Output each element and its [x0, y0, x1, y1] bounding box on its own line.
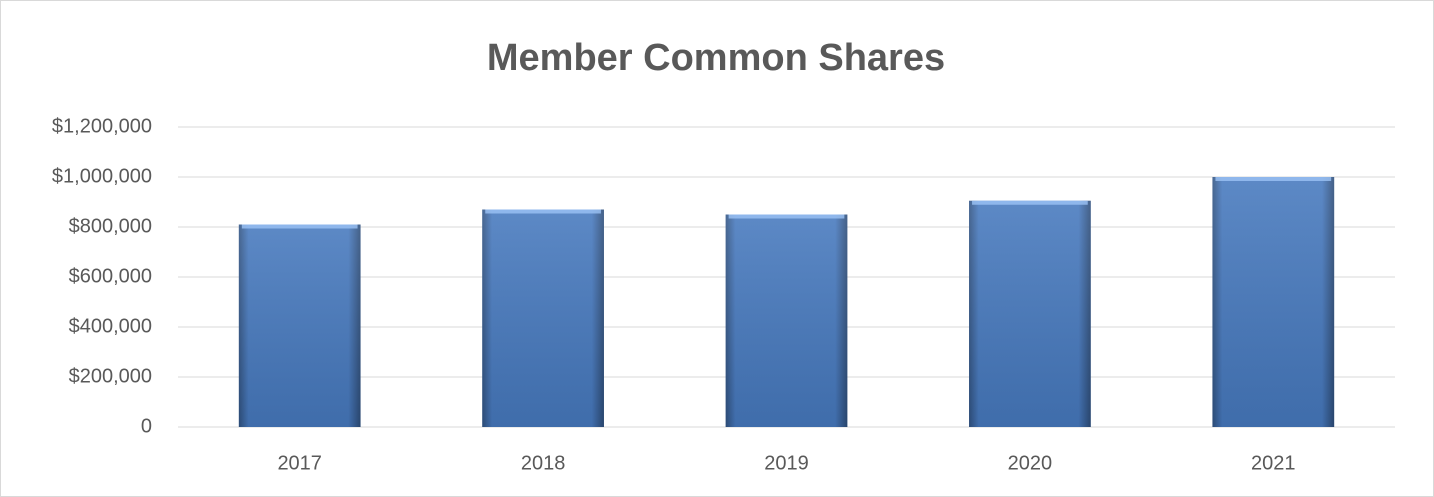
y-tick-label: $200,000 [69, 365, 152, 387]
x-tick-label: 2020 [1008, 452, 1053, 474]
bar-bevel [728, 214, 845, 219]
bar-bevel [485, 209, 601, 214]
y-tick-label: $400,000 [69, 315, 152, 337]
bar-bevel [1215, 177, 1332, 181]
x-tick-label: 2017 [277, 452, 322, 474]
x-tick-label: 2021 [1251, 452, 1296, 474]
bar-shade [969, 200, 1091, 427]
y-tick-label: $1,000,000 [52, 165, 152, 187]
chart-title: Member Common Shares [487, 37, 945, 79]
bar-shade [482, 209, 604, 427]
bar-bevel [241, 224, 358, 229]
y-tick-label: $1,200,000 [52, 115, 152, 137]
bar-shade [238, 224, 361, 427]
y-tick-label: $800,000 [69, 215, 152, 237]
bar-shade [1212, 177, 1335, 427]
x-tick-label: 2018 [521, 452, 566, 474]
y-tick-label: 0 [141, 415, 152, 437]
x-tick-label: 2019 [764, 452, 809, 474]
bar-shade [725, 214, 848, 427]
bar-bevel [972, 200, 1088, 205]
y-tick-label: $600,000 [69, 265, 152, 287]
